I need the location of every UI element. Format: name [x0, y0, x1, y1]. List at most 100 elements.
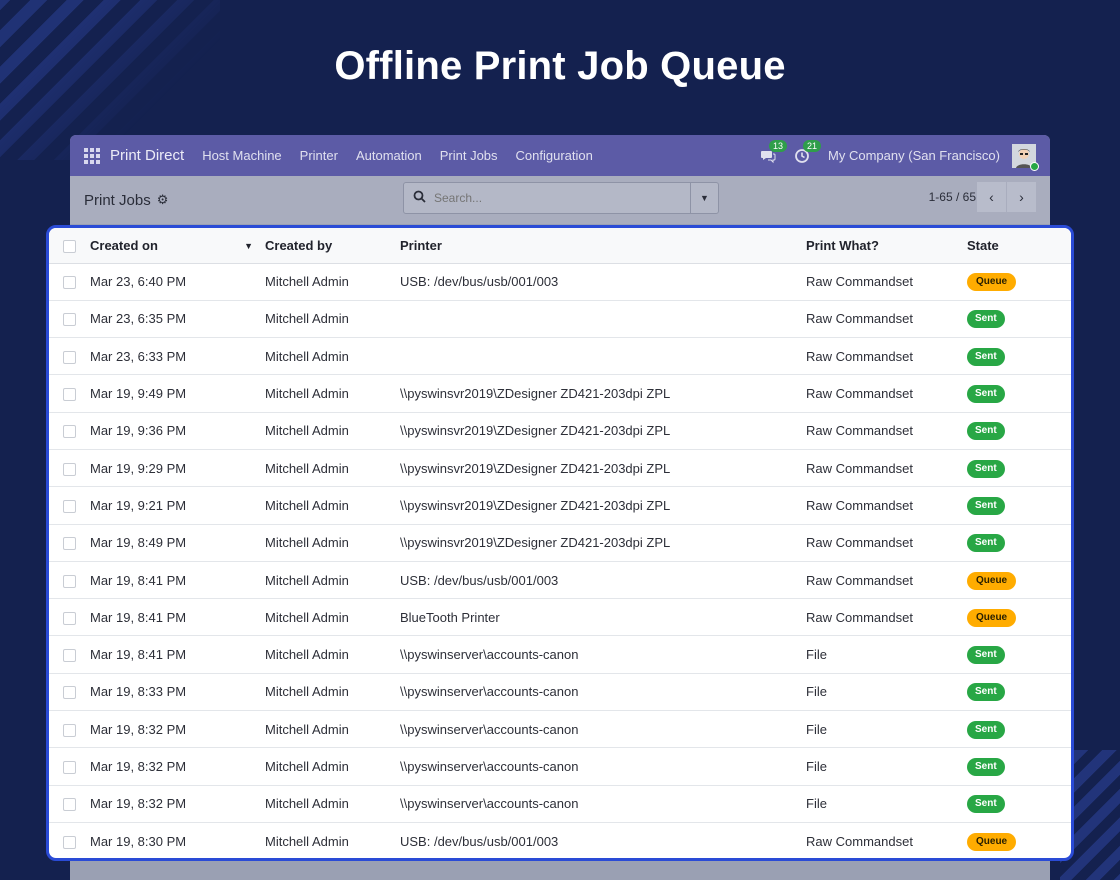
row-checkbox[interactable] — [63, 798, 76, 812]
row-checkbox[interactable] — [63, 574, 76, 588]
cell-printer: \\pyswinserver\accounts-canon — [400, 635, 806, 674]
row-checkbox[interactable] — [63, 313, 76, 327]
cell-created-on: Mar 19, 9:49 PM — [90, 374, 265, 413]
table-row[interactable]: Mar 19, 8:32 PM Mitchell Admin \\pyswinser… — [49, 785, 1071, 823]
cell-printer — [400, 300, 806, 339]
cell-created-on: Mar 19, 8:49 PM — [90, 524, 265, 562]
search-options-toggle[interactable]: ▼ — [690, 183, 718, 213]
cell-print-what: Raw Commandset — [806, 374, 967, 413]
cell-print-what: File — [806, 635, 967, 674]
row-checkbox[interactable] — [63, 462, 76, 476]
pager-next-button[interactable]: › — [1007, 182, 1036, 212]
cell-created-by: Mitchell Admin — [265, 710, 400, 749]
select-all-checkbox[interactable] — [63, 239, 76, 253]
company-switcher[interactable]: My Company (San Francisco) — [828, 148, 1000, 163]
state-badge: Sent — [967, 347, 1005, 366]
table-row[interactable]: Mar 19, 9:36 PM Mitchell Admin \\pyswinsvr… — [49, 412, 1071, 450]
column-state[interactable]: State — [967, 228, 1071, 264]
table-row[interactable]: Mar 19, 9:49 PM Mitchell Admin \\pyswinsvr… — [49, 374, 1071, 413]
table-row[interactable]: Mar 23, 6:33 PM Mitchell Admin Raw Command… — [49, 337, 1071, 376]
cell-created-by: Mitchell Admin — [265, 412, 400, 450]
decorative-stripes-top-left — [0, 0, 220, 160]
activities-clock-icon[interactable]: 21 — [794, 139, 822, 164]
cell-created-on: Mar 19, 8:33 PM — [90, 673, 265, 712]
messages-icon[interactable]: 13 — [760, 139, 788, 164]
cell-created-by: Mitchell Admin — [265, 263, 400, 301]
cell-created-on: Mar 19, 9:21 PM — [90, 486, 265, 525]
row-checkbox[interactable] — [63, 350, 76, 364]
row-checkbox[interactable] — [63, 388, 76, 402]
gear-icon[interactable]: ⚙ — [156, 192, 169, 207]
cell-print-what: Raw Commandset — [806, 412, 967, 450]
state-badge: Sent — [967, 310, 1005, 329]
table-row[interactable]: Mar 19, 8:49 PM Mitchell Admin \\pyswinsvr… — [49, 524, 1071, 562]
row-checkbox[interactable] — [63, 425, 76, 439]
column-created-by[interactable]: Created by — [265, 228, 400, 264]
cell-created-by: Mitchell Admin — [265, 785, 400, 823]
menu-host-machine[interactable]: Host Machine — [202, 148, 282, 163]
row-checkbox[interactable] — [63, 537, 76, 551]
state-badge: Queue — [967, 832, 1017, 851]
app-brand[interactable]: Print Direct — [110, 147, 185, 164]
cell-print-what: Raw Commandset — [806, 263, 967, 301]
apps-menu-icon[interactable] — [84, 147, 100, 164]
cell-created-by: Mitchell Admin — [265, 747, 400, 786]
row-checkbox[interactable] — [63, 723, 76, 737]
table-row[interactable]: Mar 19, 8:33 PM Mitchell Admin \\pyswinser… — [49, 673, 1071, 712]
cell-print-what: Raw Commandset — [806, 561, 967, 600]
table-row[interactable]: Mar 23, 6:35 PM Mitchell Admin Raw Command… — [49, 300, 1071, 339]
cell-created-by: Mitchell Admin — [265, 374, 400, 413]
menu-configuration[interactable]: Configuration — [515, 148, 593, 163]
state-badge: Sent — [967, 385, 1005, 404]
cell-created-on: Mar 19, 9:29 PM — [90, 449, 265, 488]
cell-print-what: File — [806, 673, 967, 712]
cell-printer: USB: /dev/bus/usb/001/003 — [400, 561, 806, 600]
cell-printer: \\pyswinserver\accounts-canon — [400, 747, 806, 786]
row-checkbox[interactable] — [63, 835, 76, 849]
search-input[interactable] — [434, 191, 690, 205]
row-checkbox[interactable] — [63, 499, 76, 513]
row-checkbox[interactable] — [63, 649, 76, 663]
cell-printer: \\pyswinserver\accounts-canon — [400, 673, 806, 712]
cell-print-what: Raw Commandset — [806, 822, 967, 858]
row-checkbox[interactable] — [63, 686, 76, 700]
cell-print-what: Raw Commandset — [806, 300, 967, 339]
pager-value[interactable]: 1-65 / 65 — [928, 190, 976, 204]
cell-created-by: Mitchell Admin — [265, 524, 400, 562]
menu-printer[interactable]: Printer — [299, 148, 338, 163]
state-badge: Sent — [967, 422, 1005, 441]
table-row[interactable]: Mar 19, 8:32 PM Mitchell Admin \\pyswinser… — [49, 747, 1071, 786]
row-checkbox[interactable] — [63, 276, 76, 290]
cell-printer: USB: /dev/bus/usb/001/003 — [400, 263, 806, 301]
table-row[interactable]: Mar 19, 8:41 PM Mitchell Admin BlueTooth P… — [49, 598, 1071, 637]
user-avatar[interactable] — [1012, 143, 1039, 171]
cell-print-what: Raw Commandset — [806, 337, 967, 376]
state-badge: Sent — [967, 496, 1005, 515]
table-row[interactable]: Mar 19, 9:21 PM Mitchell Admin \\pyswinsvr… — [49, 486, 1071, 525]
column-created-on[interactable]: Created on ▼ — [90, 228, 265, 264]
table-row[interactable]: Mar 19, 8:32 PM Mitchell Admin \\pyswinser… — [49, 710, 1071, 749]
row-checkbox[interactable] — [63, 611, 76, 625]
cell-print-what: Raw Commandset — [806, 449, 967, 488]
table-row[interactable]: Mar 23, 6:40 PM Mitchell Admin USB: /dev/b… — [49, 263, 1071, 301]
breadcrumb: Print Jobs ⚙ — [84, 192, 168, 209]
table-row[interactable]: Mar 19, 9:29 PM Mitchell Admin \\pyswinsvr… — [49, 449, 1071, 488]
table-row[interactable]: Mar 19, 8:41 PM Mitchell Admin USB: /dev/b… — [49, 561, 1071, 600]
cell-created-on: Mar 23, 6:33 PM — [90, 337, 265, 376]
cell-created-on: Mar 19, 8:32 PM — [90, 785, 265, 823]
table-row[interactable]: Mar 19, 8:30 PM Mitchell Admin USB: /dev/b… — [49, 822, 1071, 858]
menu-print-jobs[interactable]: Print Jobs — [439, 148, 498, 163]
state-badge: Sent — [967, 534, 1005, 553]
print-jobs-table: Created on ▼ Created by Printer Print Wh… — [49, 228, 1071, 858]
cell-printer: USB: /dev/bus/usb/001/003 — [400, 822, 806, 858]
cell-created-by: Mitchell Admin — [265, 635, 400, 674]
column-print-what[interactable]: Print What? — [806, 228, 967, 264]
cell-printer: BlueTooth Printer — [400, 598, 806, 637]
menu-automation[interactable]: Automation — [355, 148, 422, 163]
pager-previous-button[interactable]: ‹ — [977, 182, 1006, 212]
column-printer[interactable]: Printer — [400, 228, 806, 264]
table-row[interactable]: Mar 19, 8:41 PM Mitchell Admin \\pyswinser… — [49, 635, 1071, 674]
cell-printer: \\pyswinsvr2019\ZDesigner ZD421-203dpi Z… — [400, 449, 806, 488]
row-checkbox[interactable] — [63, 761, 76, 775]
state-badge: Sent — [967, 646, 1005, 665]
